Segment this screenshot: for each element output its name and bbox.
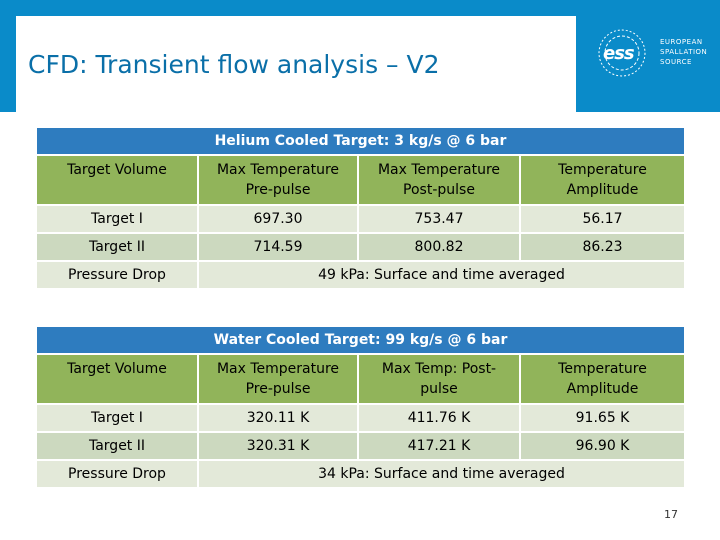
column-header: Max Temperature Pre-pulse [199,355,359,405]
table-cell: 697.30 [199,206,359,234]
water-table: Water Cooled Target: 99 kg/s @ 6 bar Tar… [37,327,684,489]
pressure-drop-value: 49 kPa: Surface and time averaged [199,262,684,290]
slide-title: CFD: Transient flow analysis – V2 [28,50,440,79]
column-header: Max Temp: Post- pulse [359,355,521,405]
column-header: Max Temperature Post-pulse [359,156,521,206]
row-label: Target II [37,234,199,262]
pressure-drop-value: 34 kPa: Surface and time averaged [199,461,684,489]
table-cell: 320.31 K [199,433,359,461]
table-cell: 96.90 K [521,433,684,461]
ess-logo-icon [598,29,646,77]
table-cell: 753.47 [359,206,521,234]
table-row: Pressure Drop 34 kPa: Surface and time a… [37,461,684,489]
table-caption: Helium Cooled Target: 3 kg/s @ 6 bar [37,128,684,156]
table-cell: 411.76 K [359,405,521,433]
table-cell: 714.59 [199,234,359,262]
column-header: Target Volume [37,156,199,206]
table-row: Target I 697.30 753.47 56.17 [37,206,684,234]
table-cell: 91.65 K [521,405,684,433]
table-cell: 417.21 K [359,433,521,461]
logo-line: SOURCE [660,58,692,66]
logo-line: EUROPEAN [660,38,703,46]
column-header: Target Volume [37,355,199,405]
logo-line: SPALLATION [660,48,708,56]
helium-table: Helium Cooled Target: 3 kg/s @ 6 bar Tar… [37,128,684,290]
row-label: Pressure Drop [37,461,199,489]
table-cell: 320.11 K [199,405,359,433]
table-row: Target II 320.31 K 417.21 K 96.90 K [37,433,684,461]
table-row: Target II 714.59 800.82 86.23 [37,234,684,262]
row-label: Target II [37,433,199,461]
column-header: Temperature Amplitude [521,156,684,206]
table-cell: 800.82 [359,234,521,262]
table-row: Target I 320.11 K 411.76 K 91.65 K [37,405,684,433]
title-box [16,16,576,112]
table-row: Pressure Drop 49 kPa: Surface and time a… [37,262,684,290]
table-cell: 86.23 [521,234,684,262]
page-number: 17 [664,508,678,521]
table-cell: 56.17 [521,206,684,234]
column-header: Max Temperature Pre-pulse [199,156,359,206]
logo-mark: ess [603,43,635,64]
logo-text: EUROPEAN SPALLATION SOURCE [660,37,707,67]
row-label: Target I [37,206,199,234]
column-header: Temperature Amplitude [521,355,684,405]
row-label: Target I [37,405,199,433]
table-caption: Water Cooled Target: 99 kg/s @ 6 bar [37,327,684,355]
row-label: Pressure Drop [37,262,199,290]
